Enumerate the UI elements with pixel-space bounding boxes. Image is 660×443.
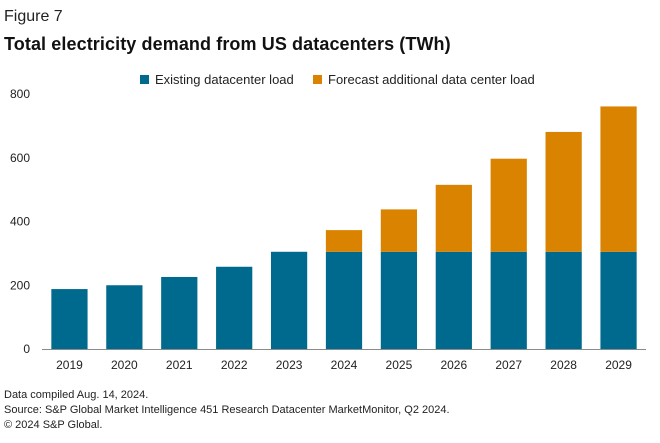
bars <box>51 106 637 349</box>
bar-forecast-2026 <box>435 184 472 252</box>
bar-forecast-2027 <box>490 158 527 252</box>
legend-swatch-existing <box>140 75 149 84</box>
legend-item-existing: Existing datacenter load <box>140 72 294 87</box>
bar-existing-2029 <box>600 251 637 349</box>
x-tick-label: 2020 <box>111 358 138 372</box>
y-tick-label: 800 <box>10 87 30 101</box>
x-tick-label: 2021 <box>166 358 193 372</box>
bar-existing-2023 <box>270 251 308 349</box>
y-tick-label: 600 <box>10 151 30 165</box>
bar-forecast-2028 <box>545 131 582 252</box>
x-tick-label: 2025 <box>386 358 413 372</box>
x-tick-label: 2022 <box>221 358 248 372</box>
y-tick-label: 400 <box>10 215 30 229</box>
y-axis: 0 200 400 600 800 <box>10 87 30 356</box>
x-axis: 2019 2020 2021 2022 2023 2024 2025 2026 2027 2028… <box>56 358 632 372</box>
bar-existing-2020 <box>106 285 143 349</box>
figure-label: Figure 7 <box>4 8 63 25</box>
bar-existing-2021 <box>161 276 198 349</box>
x-tick-label: 2019 <box>56 358 83 372</box>
bar-forecast-2025 <box>380 209 418 252</box>
footnote-copyright: © 2024 S&P Global. <box>4 419 103 431</box>
y-tick-label: 200 <box>10 278 30 292</box>
bar-existing-2026 <box>435 251 472 349</box>
legend-label-forecast: Forecast additional data center load <box>328 72 535 87</box>
bar-existing-2019 <box>51 289 88 349</box>
x-tick-label: 2023 <box>276 358 303 372</box>
legend-item-forecast: Forecast additional data center load <box>313 72 535 87</box>
bar-existing-2025 <box>380 251 418 349</box>
chart-title: Total electricity demand from US datacen… <box>4 34 451 54</box>
bar-existing-2027 <box>490 251 527 349</box>
footnote-source: Source: S&P Global Market Intelligence 4… <box>4 404 450 416</box>
y-tick-label: 0 <box>23 342 30 356</box>
x-tick-label: 2029 <box>605 358 632 372</box>
bar-forecast-2029 <box>600 106 637 252</box>
legend-swatch-forecast <box>313 75 322 84</box>
x-tick-label: 2026 <box>440 358 467 372</box>
legend-label-existing: Existing datacenter load <box>155 72 294 87</box>
bar-forecast-2024 <box>325 230 363 252</box>
footnote-date: Data compiled Aug. 14, 2024. <box>4 389 149 401</box>
x-tick-label: 2024 <box>331 358 358 372</box>
bar-existing-2022 <box>216 266 253 349</box>
x-tick-label: 2028 <box>550 358 577 372</box>
x-tick-label: 2027 <box>495 358 522 372</box>
bar-existing-2028 <box>545 251 582 349</box>
bar-existing-2024 <box>325 251 363 349</box>
